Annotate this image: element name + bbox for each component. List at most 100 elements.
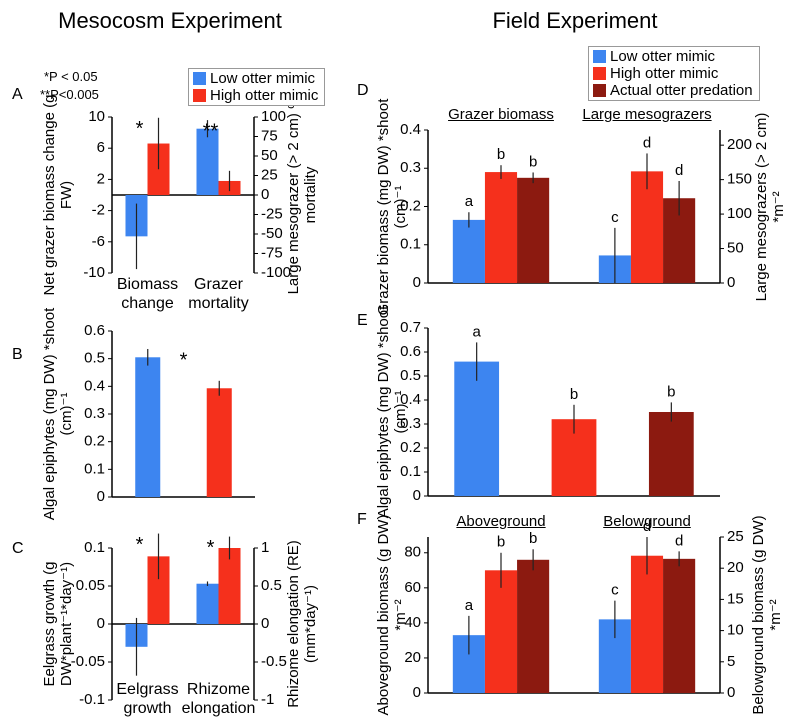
legend-swatch [193, 72, 206, 85]
y2-axis-label: Large mesograzer (> 2 cm) % mortality [285, 95, 319, 295]
y2-tick-label: -0.5 [261, 653, 287, 670]
y2-tick-label: 50 [261, 147, 278, 164]
y2-tick-label: 150 [727, 171, 752, 188]
legend: Low otter mimic High otter mimic Actual ot… [588, 46, 760, 101]
bar-label: d [675, 162, 683, 179]
y2-tick-label: 25 [261, 166, 278, 183]
legend-label: Actual otter predation [610, 82, 753, 99]
note: **P<0.005 [40, 87, 99, 102]
legend-swatch [593, 84, 606, 97]
y2-tick-label: 50 [727, 240, 744, 257]
bar [452, 219, 485, 283]
y-tick-label: 0.1 [400, 236, 421, 253]
y-tick-label: 0 [413, 487, 421, 504]
bar-label: d [643, 134, 651, 151]
y-tick-label: 0.2 [400, 197, 421, 214]
panel-label: D [357, 82, 369, 99]
y2-tick-label: 0.5 [261, 577, 282, 594]
category-label: Eelgrass growth [116, 681, 179, 717]
y-tick-label: 0.4 [400, 121, 421, 138]
bar-label: a [465, 193, 474, 210]
y-tick-label: 0.7 [400, 319, 421, 336]
bar [218, 548, 241, 624]
y-tick-label: 0.2 [400, 439, 421, 456]
y-axis-label: Grazer biomass (mg DW) *shoot (cm)⁻¹ [375, 98, 409, 315]
bar [517, 559, 550, 693]
y2-tick-label: 0 [727, 274, 735, 291]
note: *P < 0.05 [44, 69, 98, 84]
significance-mark: ** [203, 120, 219, 142]
y2-tick-label: 10 [727, 622, 744, 639]
y-axis-label: Eelgrass growth (g DW*plant⁻¹*day⁻¹) [41, 561, 75, 687]
y-tick-label: 0.1 [84, 539, 105, 556]
y-tick-label: 0.3 [400, 415, 421, 432]
panel-label: B [12, 346, 23, 363]
y-tick-label: 0.4 [400, 391, 421, 408]
category-label: Aboveground [456, 513, 546, 530]
legend-entry: High otter mimic [193, 87, 318, 104]
y-tick-label: 0.5 [400, 367, 421, 384]
y-tick-label: 0.6 [84, 322, 105, 339]
y2-tick-label: 0 [261, 186, 269, 203]
category-label: Large mesograzers [582, 106, 712, 123]
y-tick-label: -2 [92, 202, 105, 219]
y2-tick-label: -1 [261, 691, 274, 708]
y-tick-label: -6 [92, 233, 105, 250]
legend-entry: Low otter mimic [593, 48, 753, 65]
bar [454, 361, 500, 496]
y2-tick-label: 0 [261, 615, 269, 632]
y-tick-label: 20 [404, 649, 421, 666]
y-tick-label: 0.6 [400, 343, 421, 360]
y-tick-label: 60 [404, 579, 421, 596]
y-tick-label: 0 [97, 488, 105, 505]
y-axis-label: Algal epiphytes (mg DW) *shoot (cm)⁻¹ [41, 307, 75, 521]
y2-tick-label: 1 [261, 539, 269, 556]
category-label: Biomass change [116, 276, 179, 312]
legend-label: High otter mimic [210, 87, 319, 104]
y2-axis-label: Belowground biomass (g DW) *m⁻² [750, 515, 784, 715]
y2-tick-label: 75 [261, 127, 278, 144]
significance-mark: * [180, 349, 188, 371]
y2-tick-label: -75 [261, 244, 283, 261]
legend-swatch [193, 89, 206, 102]
category-label: Rhizome elongation [181, 681, 256, 717]
y-tick-label: 0 [413, 684, 421, 701]
bar-label: c [611, 209, 619, 226]
panel-label: E [357, 312, 368, 329]
y2-tick-label: 5 [727, 653, 735, 670]
y2-tick-label: 15 [727, 590, 744, 607]
significance-mark: * [136, 534, 144, 556]
y2-tick-label: -25 [261, 205, 283, 222]
y-tick-label: -10 [83, 264, 105, 281]
legend: Low otter mimic High otter mimic [188, 68, 326, 106]
y-tick-label: 0.3 [84, 405, 105, 422]
panel-label: A [12, 86, 23, 103]
y2-tick-label: -50 [261, 225, 283, 242]
y2-tick-label: 20 [727, 559, 744, 576]
y-tick-label: 10 [88, 108, 105, 125]
y2-tick-label: 100 [261, 108, 286, 125]
y-tick-label: 0.5 [84, 350, 105, 367]
bar [484, 172, 518, 283]
bar-label: b [529, 153, 537, 170]
y-tick-label: 0.4 [84, 377, 105, 394]
bar-label: b [497, 534, 505, 551]
bar [147, 143, 170, 195]
legend-label: High otter mimic [610, 65, 719, 82]
y-tick-label: 0 [97, 615, 105, 632]
bar [484, 570, 518, 693]
bar [630, 555, 664, 693]
category-label: Grazer biomass [448, 106, 554, 123]
y-tick-label: -0.1 [79, 691, 105, 708]
y-tick-label: 6 [97, 139, 105, 156]
y2-tick-label: 0 [727, 684, 735, 701]
bar [648, 412, 694, 496]
column-header: Field Experiment [492, 8, 658, 33]
legend-entry: Actual otter predation [593, 82, 753, 99]
y-axis-label: Net grazer biomass change (g FW) [41, 94, 75, 296]
y2-tick-label: 200 [727, 136, 752, 153]
y2-axis-label: Rhizome elongation (RE) (mm*day⁻¹) [285, 540, 319, 708]
legend-swatch [593, 50, 606, 63]
